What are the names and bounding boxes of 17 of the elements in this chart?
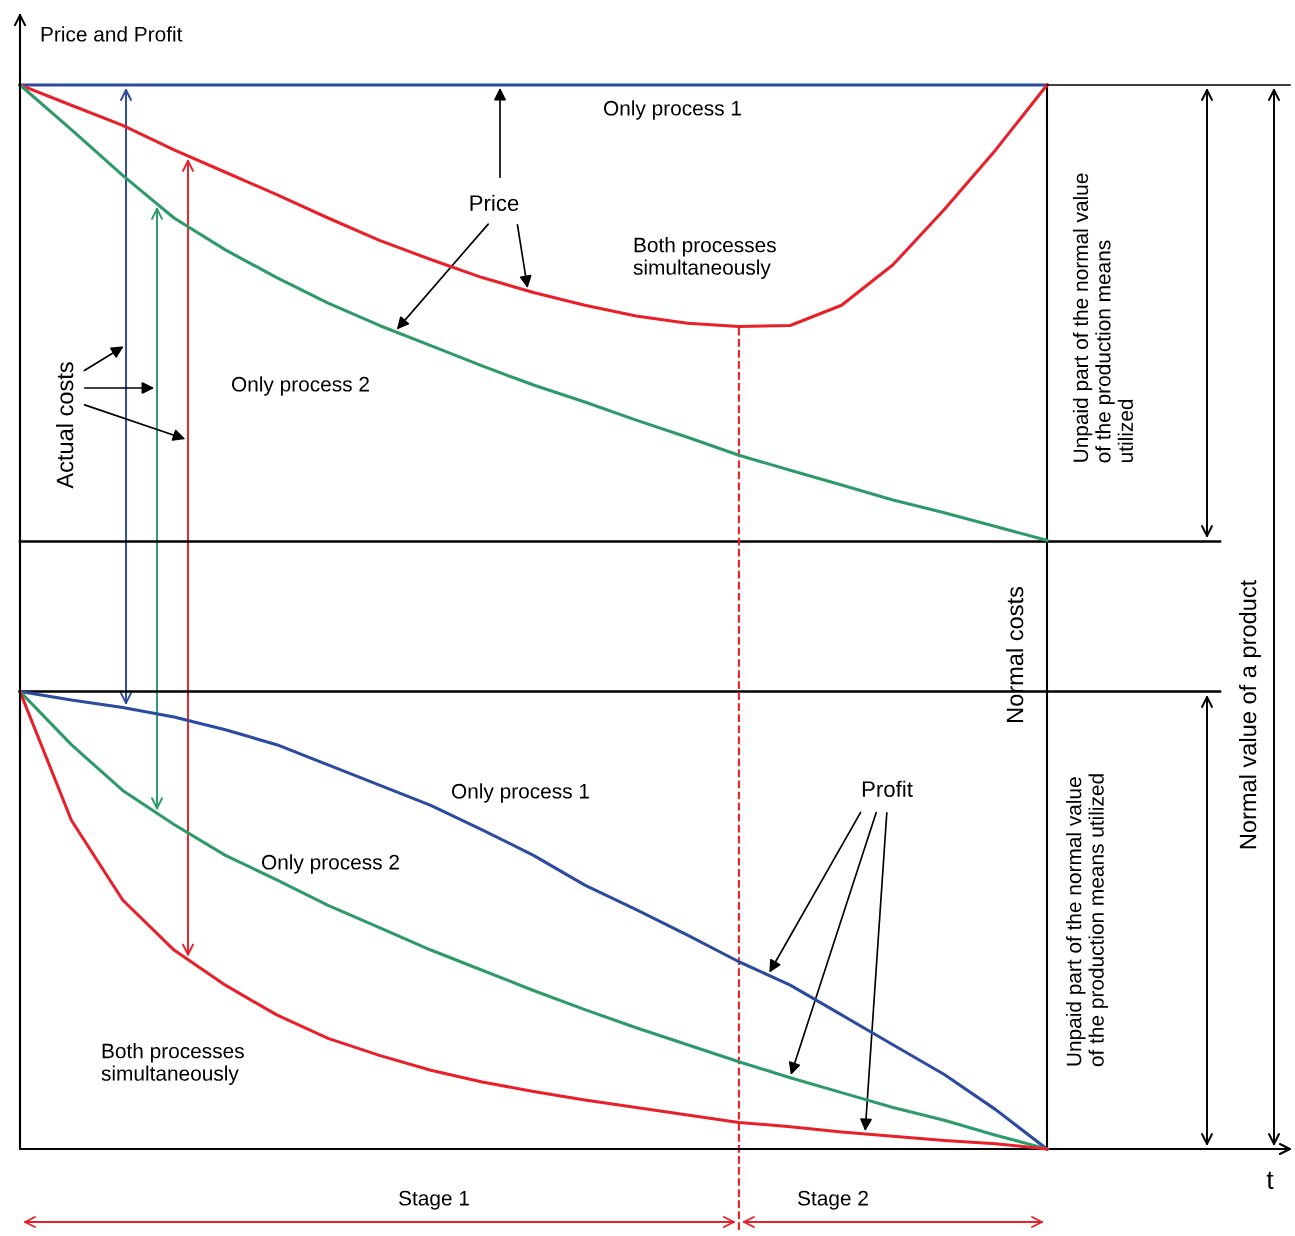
annotation: Actual costs xyxy=(56,362,74,489)
series-label: Only process 1 xyxy=(603,100,741,120)
annotation: Price xyxy=(470,194,519,211)
text: Stage 1 xyxy=(399,1190,469,1210)
text: Normal value of a product xyxy=(1238,579,1262,849)
annotation: Profit xyxy=(862,780,913,797)
text: Stage 2 xyxy=(798,1190,868,1210)
text: Unpaid part of the normal value of the production means utilized xyxy=(1072,173,1134,463)
series-label: Only process 2 xyxy=(261,854,399,874)
text: Only process 2 xyxy=(231,376,369,396)
y-axis-title: Price and Profit xyxy=(41,26,183,42)
text: t xyxy=(1266,1171,1274,1190)
series-label: Both processes simultaneously xyxy=(101,1043,244,1085)
series-label: Both processes simultaneously xyxy=(633,237,776,279)
series-label: Only process 1 xyxy=(451,783,589,803)
text: Unpaid part of the normal value of the production means utilized xyxy=(1066,774,1108,1067)
annotation: Normal costs xyxy=(1005,586,1024,722)
